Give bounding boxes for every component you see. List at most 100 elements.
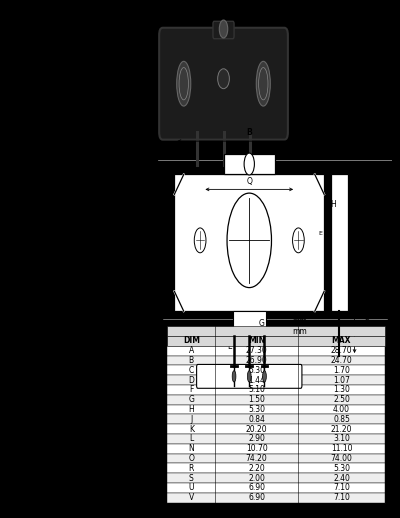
Bar [167, 405, 385, 414]
Text: B: B [246, 128, 252, 137]
Text: U: U [188, 483, 194, 493]
FancyBboxPatch shape [197, 365, 302, 388]
Text: 2.COLLECTOR: 2.COLLECTOR [289, 161, 335, 167]
Ellipse shape [218, 69, 229, 89]
Ellipse shape [247, 371, 251, 382]
Text: D: D [188, 376, 194, 384]
Text: 26.90: 26.90 [246, 356, 268, 365]
Text: 1: 1 [301, 80, 306, 90]
Text: 1.70: 1.70 [333, 366, 350, 375]
Text: 2.00: 2.00 [248, 473, 265, 483]
Bar [167, 493, 385, 502]
Text: G: G [259, 319, 264, 328]
Text: MIN: MIN [248, 336, 265, 346]
Text: L: L [228, 341, 232, 351]
Text: MAX: MAX [332, 336, 351, 346]
Text: 24.70: 24.70 [330, 356, 352, 365]
Text: E: E [318, 232, 322, 236]
Text: F: F [167, 163, 172, 172]
Text: 4.00: 4.00 [333, 405, 350, 414]
Text: 6.90: 6.90 [248, 493, 265, 502]
Text: 7.10: 7.10 [333, 483, 350, 493]
Bar [167, 473, 385, 483]
Text: 4* 2X UNIVERSE: 4* 2X UNIVERSE [289, 189, 343, 195]
Text: 28.70: 28.70 [331, 346, 352, 355]
Circle shape [219, 20, 228, 38]
Text: 0.84: 0.84 [248, 415, 265, 424]
Bar [167, 444, 385, 454]
Text: 2: 2 [342, 13, 346, 22]
Text: J: J [363, 326, 365, 336]
Text: 2.90: 2.90 [248, 435, 265, 443]
Bar [167, 454, 385, 464]
Bar [174, 175, 324, 311]
Text: D: D [246, 364, 252, 373]
Bar [167, 326, 385, 336]
Bar [167, 395, 385, 405]
Text: 11.10: 11.10 [331, 444, 352, 453]
Text: U: U [323, 222, 329, 231]
Bar [167, 346, 385, 355]
Text: A: A [153, 238, 158, 247]
Text: 5.30: 5.30 [333, 464, 350, 473]
FancyBboxPatch shape [159, 28, 288, 140]
Bar [167, 365, 385, 375]
FancyBboxPatch shape [213, 21, 234, 39]
Text: H: H [188, 405, 194, 414]
Text: A: A [189, 346, 194, 355]
Text: Q: Q [246, 178, 252, 186]
Bar [167, 414, 385, 424]
Text: 3.10: 3.10 [333, 435, 350, 443]
Ellipse shape [256, 61, 270, 106]
Text: C: C [360, 238, 366, 247]
Text: 27.30: 27.30 [246, 346, 268, 355]
Bar [167, 385, 385, 395]
Text: R: R [189, 464, 194, 473]
Text: 7.10: 7.10 [333, 493, 350, 502]
Ellipse shape [232, 371, 236, 382]
Text: N: N [188, 444, 194, 453]
Text: V: V [189, 493, 194, 502]
Text: S: S [189, 473, 194, 483]
Bar [167, 326, 385, 502]
Text: 5.10: 5.10 [248, 385, 265, 394]
Text: O: O [188, 454, 194, 463]
Text: 3: 3 [342, 140, 346, 149]
Text: 5.30: 5.30 [248, 405, 265, 414]
Bar [167, 483, 385, 493]
Text: L: L [189, 435, 194, 443]
Circle shape [292, 228, 304, 253]
Text: 2: 2 [221, 175, 226, 183]
Text: 74.20: 74.20 [246, 454, 268, 463]
Bar [331, 175, 348, 311]
Bar [167, 336, 385, 346]
Text: DIM: DIM [183, 336, 200, 346]
Text: C: C [189, 366, 194, 375]
Text: PIN 1: BASE: PIN 1: BASE [289, 147, 328, 153]
Text: 1: 1 [194, 175, 199, 183]
Ellipse shape [262, 371, 266, 382]
Text: 74.00: 74.00 [330, 454, 352, 463]
Text: mm: mm [293, 326, 308, 336]
Bar [167, 434, 385, 444]
Bar [233, 311, 266, 336]
Bar [224, 153, 275, 175]
Text: 1.44: 1.44 [248, 376, 265, 384]
Text: R: R [364, 319, 369, 328]
Text: 5.30: 5.30 [248, 366, 265, 375]
Text: B: B [189, 356, 194, 365]
Circle shape [227, 193, 272, 287]
Text: mm: mm [292, 316, 307, 326]
Text: S: S [361, 204, 367, 213]
Text: N: N [246, 379, 252, 388]
Text: 21.20: 21.20 [331, 425, 352, 434]
Text: 2.50: 2.50 [333, 395, 350, 404]
Text: 2.40: 2.40 [333, 473, 350, 483]
Text: F: F [189, 385, 194, 394]
Bar [167, 355, 385, 365]
Text: H: H [330, 200, 336, 209]
Text: 6.90: 6.90 [248, 483, 265, 493]
Text: G: G [188, 395, 194, 404]
Bar [167, 464, 385, 473]
Bar [167, 424, 385, 434]
